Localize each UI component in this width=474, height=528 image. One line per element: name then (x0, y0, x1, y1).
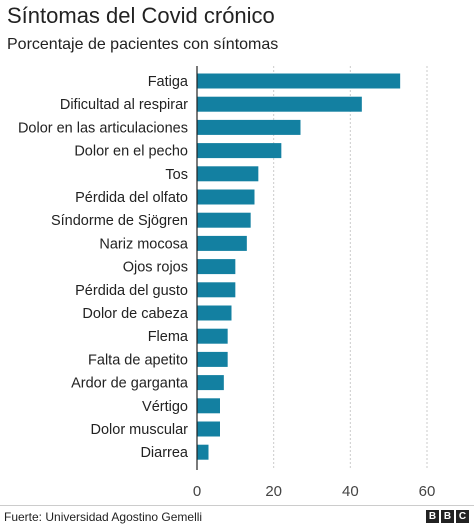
category-label: Nariz mocosa (99, 236, 189, 252)
category-label: Flema (148, 329, 189, 345)
category-label: Dolor de cabeza (82, 306, 189, 322)
category-label: Dificultad al respirar (60, 97, 188, 113)
bar (197, 328, 228, 344)
bar (197, 235, 247, 251)
category-label: Síndorme de Sjögren (51, 213, 188, 229)
logo-letter-b1: B (426, 510, 439, 523)
logo-letter-b2: B (441, 510, 454, 523)
bar (197, 189, 255, 205)
bar (197, 375, 224, 391)
x-tick-label: 60 (419, 483, 436, 500)
source-text: Fuerte: Universidad Agostino Gemelli (4, 510, 203, 524)
bar (197, 143, 282, 159)
bar (197, 444, 209, 460)
logo-letter-c: C (456, 510, 469, 523)
x-tick-label: 0 (193, 483, 201, 500)
x-tick-label: 40 (342, 483, 359, 500)
category-label: Pérdida del olfato (75, 190, 188, 206)
category-label: Falta de apetito (88, 352, 188, 368)
category-label: Dolor muscular (91, 422, 189, 438)
category-label: Fatiga (148, 74, 189, 90)
x-tick-label: 20 (265, 483, 282, 500)
bar (197, 421, 220, 437)
chart-subtitle: Porcentaje de pacientes con síntomas (7, 36, 279, 53)
category-label: Dolor en el pecho (74, 144, 188, 160)
bar (197, 212, 251, 228)
bar (197, 259, 236, 275)
bar (197, 119, 301, 135)
bar (197, 351, 228, 367)
bar (197, 73, 401, 89)
bar (197, 166, 259, 182)
bar (197, 282, 236, 298)
bar (197, 96, 362, 112)
category-label: Ojos rojos (123, 260, 188, 276)
category-label: Diarrea (140, 445, 188, 461)
category-label: Dolor en las articulaciones (18, 120, 188, 136)
category-label: Tos (165, 167, 188, 183)
category-label: Pérdida del gusto (75, 283, 188, 299)
bar (197, 398, 220, 414)
bbc-logo: B B C (426, 510, 469, 523)
category-label: Vértigo (142, 399, 188, 415)
category-label: Ardor de garganta (71, 376, 189, 392)
bar (197, 305, 232, 321)
footer-divider (0, 505, 474, 506)
bar-chart: 0 20 40 60 Fatiga Dificultad al respirar Dolor… (18, 66, 436, 500)
chart-title: Síntomas del Covid crónico (7, 3, 275, 28)
